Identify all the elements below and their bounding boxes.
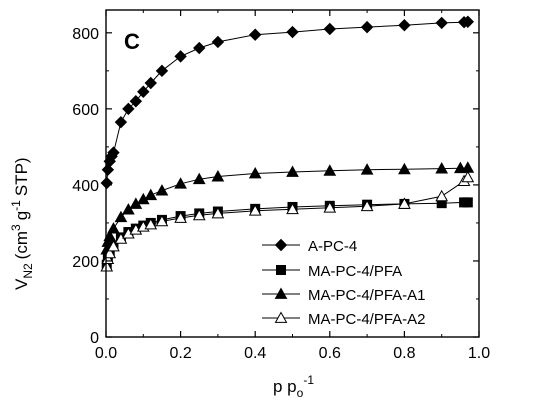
y-tick-label: 200 [72,254,99,271]
data-point [323,22,337,36]
y-axis-title: VN2(cm3g-1STP) [9,157,35,290]
data-point [398,197,411,209]
legend-marker [274,311,288,323]
y-tick-label: 400 [72,178,99,195]
x-tick-label: 1.0 [468,345,490,362]
data-point [144,188,158,201]
data-point [211,206,225,219]
y-tick-label: 600 [72,102,99,119]
data-point [286,25,299,39]
data-point [193,41,206,55]
data-point [107,222,120,234]
data-point [435,16,448,30]
y-tick-label: 0 [90,330,99,347]
x-axis-title: p po-1 [273,373,314,400]
series-4 [100,170,475,272]
data-point [100,260,114,272]
data-point [192,208,206,221]
legend-label: A-PC-4 [308,238,357,255]
data-point [211,35,225,49]
data-point [286,165,299,177]
data-point [114,210,128,223]
data-point [398,19,411,32]
data-point [129,95,143,108]
data-point [248,166,262,179]
data-point [248,204,262,216]
data-point [435,189,449,202]
legend-label: MA-PC-4/PFA [308,263,402,280]
data-point [174,177,187,189]
data-point [107,239,120,252]
data-point [101,235,115,247]
legend-item: A-PC-4 [262,238,357,255]
x-tick-label: 0.0 [95,345,117,362]
x-tick-label: 0.2 [169,345,191,362]
x-tick-label: 0.4 [244,345,266,362]
data-point [174,50,187,63]
data-point [103,246,117,259]
series-line [106,167,468,250]
data-point [107,146,120,159]
data-point [360,163,374,175]
data-point [462,197,473,208]
data-point [144,76,157,90]
data-point [122,203,135,215]
data-point [323,164,337,176]
data-point [137,85,150,98]
data-point [155,64,169,78]
data-point [155,184,169,196]
data-point [286,202,299,215]
legend-label: MA-PC-4/PFA-A1 [308,287,426,304]
data-point [435,162,449,174]
data-point [122,102,135,116]
series-line [106,201,468,265]
data-point [101,163,115,176]
data-point [103,229,117,242]
data-point [360,20,374,34]
x-tick-label: 0.6 [319,345,341,362]
series-layer [100,15,475,272]
data-point [100,176,113,190]
data-point [248,28,262,41]
y-tick-label: 800 [72,26,99,43]
x-tick-label: 0.8 [393,345,415,362]
data-point [461,15,475,28]
legend: A-PC-4 MA-PC-4/PFA MA-PC-4/PFA-A1 MA-PC-4/P… [262,238,426,328]
legend-item: MA-PC-4/PFA [262,263,402,280]
series-2 [101,197,473,270]
tick-layer: 0.0 0.2 0.4 0.6 0.8 1.0 0 200 400 600 800 [72,10,490,362]
data-point [360,199,374,212]
data-point [461,170,475,183]
legend-marker [274,238,288,252]
legend-item: MA-PC-4/PFA-A2 [262,311,426,328]
series-1 [100,15,475,190]
data-point [155,214,169,227]
panel-label: C [124,29,140,54]
legend-label: MA-PC-4/PFA-A2 [308,311,426,328]
data-point [174,211,187,223]
data-point [398,162,411,175]
data-point [114,115,128,129]
data-point [461,161,475,173]
data-point [192,172,206,185]
legend-marker [276,265,286,275]
legend-marker [274,287,288,299]
data-point [144,217,158,230]
series-line [106,21,468,184]
series-3 [100,161,475,255]
data-point [211,170,225,182]
legend-item: MA-PC-4/PFA-A1 [262,287,426,304]
data-point [323,201,337,213]
